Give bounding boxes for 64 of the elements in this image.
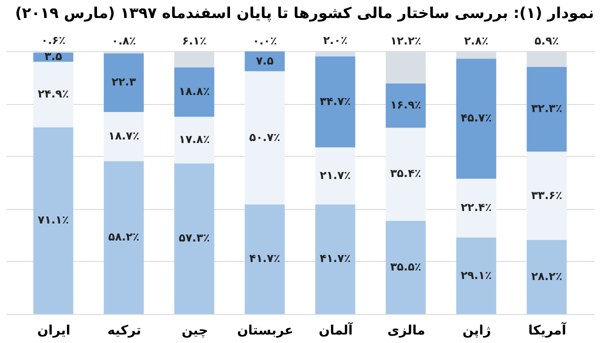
data-label: ۳۳.۶٪ — [531, 188, 562, 202]
data-label: ۱۲.۲٪ — [390, 34, 422, 48]
data-label: ۴۵.۷٪ — [460, 112, 492, 125]
data-label: ۳۴.۷٪ — [320, 94, 351, 108]
bar — [33, 62, 74, 128]
data-label: ۱۸.۸٪ — [178, 84, 210, 98]
data-label: ۱۸.۷٪ — [108, 130, 140, 143]
x-tick-label: ژاپن — [462, 324, 491, 338]
x-tick-label: آلمان — [318, 322, 354, 338]
bar — [456, 178, 496, 238]
data-label: ۲۲.۴٪ — [460, 201, 492, 214]
x-tick-label: عربستان — [237, 324, 294, 338]
data-label: ۲.۰٪ — [323, 34, 348, 48]
bar — [244, 52, 285, 72]
bar — [244, 204, 285, 314]
data-label: ۴۱.۷٪ — [320, 252, 351, 266]
data-label: ۲۸.۲٪ — [531, 270, 562, 283]
data-label: ۳۲.۳٪ — [531, 102, 562, 116]
bar — [174, 116, 214, 164]
bar — [386, 128, 426, 221]
data-label: ۰.۸٪ — [112, 34, 136, 48]
bar — [315, 56, 356, 148]
bar — [104, 112, 144, 162]
bar — [104, 53, 144, 112]
bar — [174, 163, 214, 314]
bar — [315, 147, 356, 204]
bar — [526, 240, 567, 314]
x-tick-label: مالزی — [387, 324, 426, 338]
data-label: ۲۹.۱٪ — [460, 268, 492, 282]
bar — [456, 58, 496, 179]
bar — [104, 161, 144, 314]
data-label: ۵۷.۳٪ — [178, 232, 210, 245]
data-label: ۰.۰٪ — [252, 34, 277, 48]
data-label: ۳.۵ — [44, 50, 62, 64]
data-label: ۵۰.۷٪ — [249, 130, 280, 144]
bar — [456, 238, 496, 314]
data-label: ۲.۸٪ — [464, 34, 488, 48]
bar — [386, 220, 426, 314]
data-label: ۷۱.۱٪ — [38, 214, 69, 227]
data-label: ۲۲.۳ — [112, 76, 136, 89]
data-label: ۱۶.۹٪ — [390, 98, 422, 112]
bar — [386, 83, 426, 128]
x-tick-label: چین — [182, 324, 208, 338]
data-label: ۳۵.۵٪ — [390, 260, 422, 274]
data-label: ۲۱.۷٪ — [320, 168, 351, 182]
data-label: ۴۱.۷٪ — [249, 252, 280, 266]
data-label: ۶.۱٪ — [182, 34, 206, 48]
chart-title: نمودار (۱): بررسی ساختار مالی کشورها تا پایان اسفندماه ۱۳۹۷ (مارس ۲۰۱۹) — [15, 4, 594, 22]
bar — [526, 66, 567, 152]
x-tick-label: ترکیه — [107, 324, 142, 338]
bar — [244, 71, 285, 204]
bar — [315, 204, 356, 314]
data-label: ۲۴.۹٪ — [38, 87, 69, 100]
bar — [33, 127, 74, 314]
data-label: ۷.۵ — [256, 54, 274, 68]
x-tick-label: آمریکا — [528, 322, 567, 338]
bar — [174, 67, 214, 117]
bar — [526, 152, 567, 240]
data-label: ۳۵.۴٪ — [390, 167, 422, 180]
x-tick-label: ایران — [37, 324, 70, 338]
data-label: ۵.۹٪ — [534, 34, 559, 48]
data-label: ۰.۶٪ — [41, 34, 66, 48]
data-label: ۵۸.۲٪ — [108, 230, 140, 244]
data-label: ۱۷.۸٪ — [178, 133, 210, 146]
